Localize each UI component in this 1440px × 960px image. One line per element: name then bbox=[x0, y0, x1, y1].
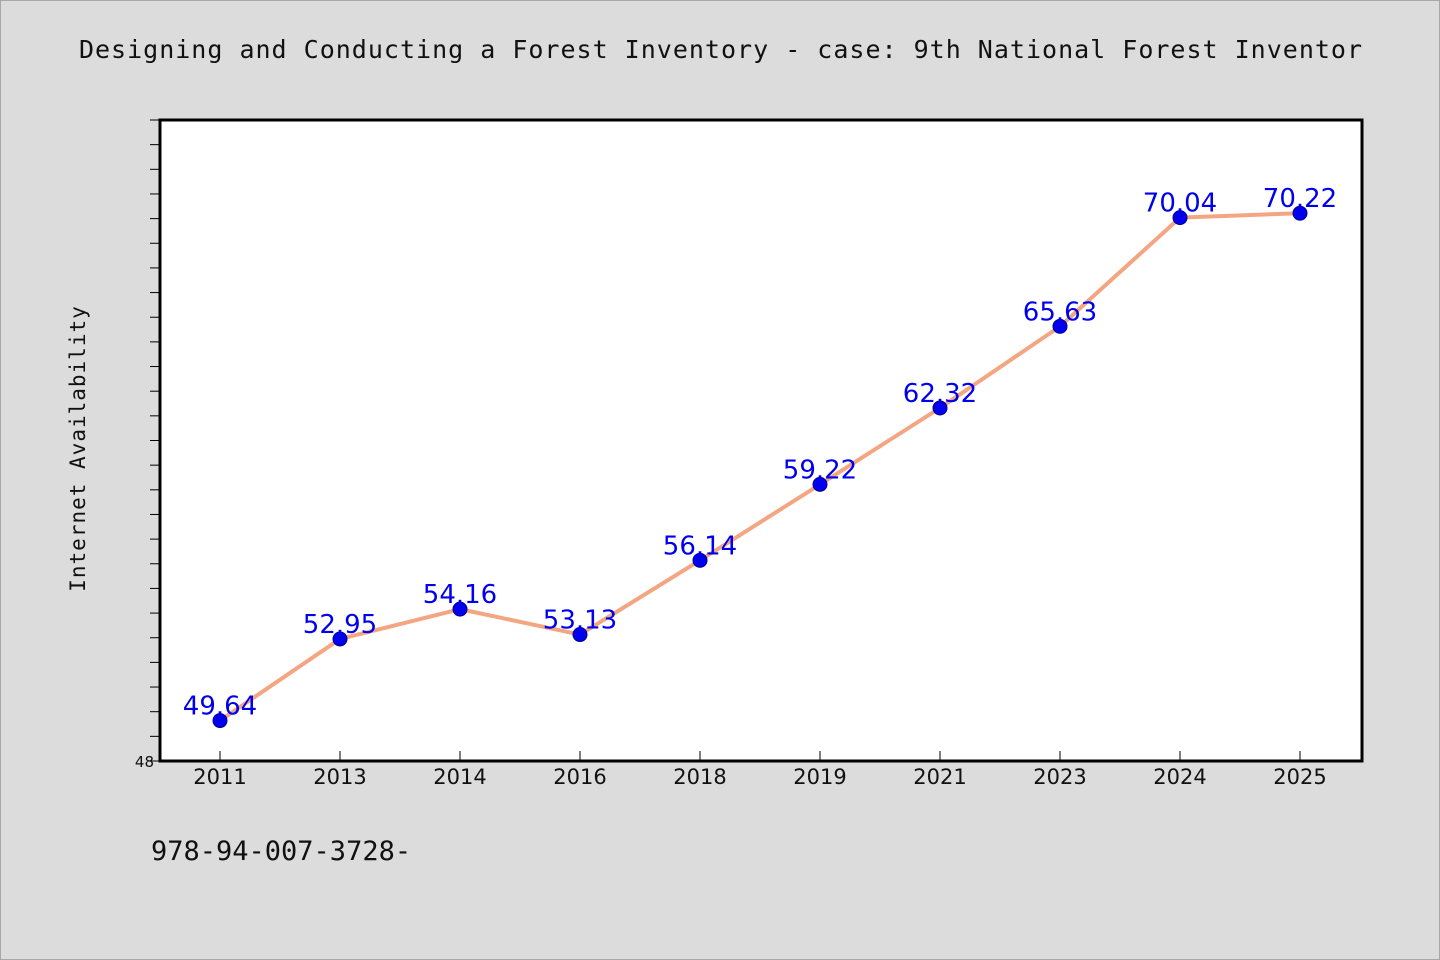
data-label: 59.22 bbox=[783, 455, 857, 485]
data-point bbox=[212, 713, 228, 729]
data-point bbox=[1172, 210, 1188, 226]
x-tick-label: 2013 bbox=[313, 765, 366, 789]
data-label: 49.64 bbox=[183, 692, 257, 722]
data-label: 62.32 bbox=[903, 379, 977, 409]
data-point bbox=[572, 627, 588, 643]
data-label: 53.13 bbox=[543, 606, 617, 636]
x-tick-label: 2023 bbox=[1033, 765, 1086, 789]
data-point bbox=[452, 601, 468, 617]
data-point bbox=[332, 631, 348, 647]
isbn-footnote: 978-94-007-3728- bbox=[151, 836, 412, 867]
x-tick-label: 2025 bbox=[1273, 765, 1326, 789]
plot-area bbox=[158, 118, 1364, 763]
series-line bbox=[218, 211, 1302, 723]
chart-title: Designing and Conducting a Forest Invent… bbox=[78, 35, 1364, 64]
data-label: 52.95 bbox=[303, 610, 377, 640]
data-label: 70.22 bbox=[1263, 184, 1337, 214]
x-tick-label: 2011 bbox=[193, 765, 246, 789]
data-label: 56.14 bbox=[663, 531, 737, 561]
y-axis-label: Internet Availability bbox=[66, 305, 90, 592]
y-tick-label: 48 bbox=[135, 753, 154, 771]
data-label: 54.16 bbox=[423, 580, 497, 610]
data-point bbox=[1292, 205, 1308, 221]
data-point bbox=[1052, 318, 1068, 334]
data-point bbox=[812, 476, 828, 492]
x-tick-label: 2024 bbox=[1153, 765, 1206, 789]
data-label: 70.04 bbox=[1143, 189, 1217, 219]
x-tick-label: 2016 bbox=[553, 765, 606, 789]
x-tick-label: 2021 bbox=[913, 765, 966, 789]
x-tick-label: 2019 bbox=[793, 765, 846, 789]
data-point bbox=[932, 400, 948, 416]
x-tick-label: 2018 bbox=[673, 765, 726, 789]
data-point bbox=[692, 552, 708, 568]
x-tick-label: 2014 bbox=[433, 765, 486, 789]
data-label: 65.63 bbox=[1023, 297, 1097, 327]
